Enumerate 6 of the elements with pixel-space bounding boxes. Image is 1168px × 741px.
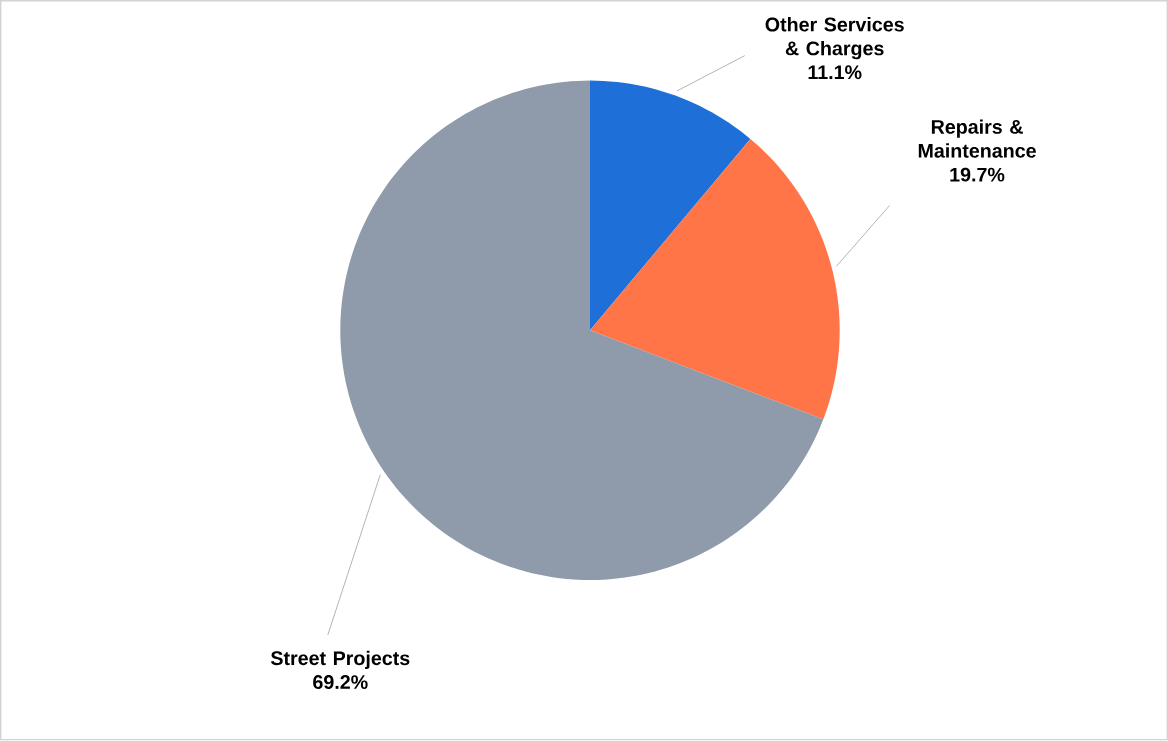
data-label: 19.7% [950, 167, 1005, 182]
slice-label: Other Services & Charges [765, 17, 904, 60]
data-label: 69.2% [313, 675, 368, 690]
slice-label: Repairs & Maintenance [918, 119, 1036, 158]
slice-label: Street Projects [270, 650, 410, 670]
data-label: 11.1% [808, 65, 862, 80]
